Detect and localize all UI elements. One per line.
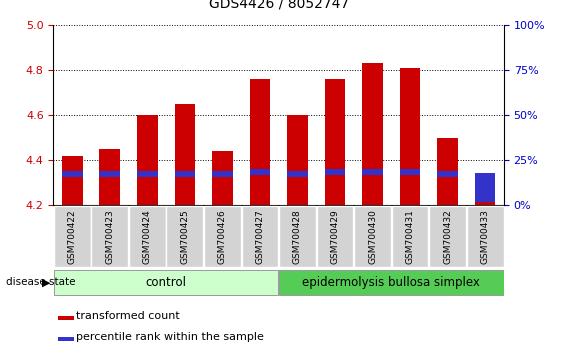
Text: GSM700424: GSM700424 <box>143 209 152 264</box>
Bar <box>325 79 345 205</box>
Bar <box>475 178 495 205</box>
FancyBboxPatch shape <box>204 206 241 267</box>
Text: GSM700433: GSM700433 <box>481 209 490 264</box>
Text: GSM700432: GSM700432 <box>443 209 452 264</box>
FancyBboxPatch shape <box>279 270 504 295</box>
FancyBboxPatch shape <box>54 206 91 267</box>
FancyBboxPatch shape <box>392 206 428 267</box>
FancyBboxPatch shape <box>167 206 203 267</box>
Bar <box>287 171 308 177</box>
Text: GSM700422: GSM700422 <box>68 209 77 264</box>
FancyBboxPatch shape <box>429 206 466 267</box>
Text: transformed count: transformed count <box>76 310 180 321</box>
Bar <box>62 156 83 205</box>
FancyBboxPatch shape <box>354 206 391 267</box>
Bar <box>62 171 83 177</box>
Bar <box>437 171 458 177</box>
Text: GSM700427: GSM700427 <box>256 209 265 264</box>
Bar <box>325 169 345 175</box>
Text: control: control <box>146 276 186 289</box>
Bar <box>400 169 421 175</box>
Text: GSM700426: GSM700426 <box>218 209 227 264</box>
FancyBboxPatch shape <box>53 270 279 295</box>
Text: GSM700428: GSM700428 <box>293 209 302 264</box>
Text: GDS4426 / 8052747: GDS4426 / 8052747 <box>209 0 348 11</box>
Text: disease state: disease state <box>6 277 75 287</box>
Bar <box>362 63 383 205</box>
Text: ▶: ▶ <box>42 277 51 287</box>
Bar <box>212 171 233 177</box>
Bar <box>100 149 120 205</box>
Bar <box>437 138 458 205</box>
Text: GSM700429: GSM700429 <box>330 209 339 264</box>
Bar <box>249 79 270 205</box>
Bar <box>58 337 74 341</box>
Bar <box>100 171 120 177</box>
FancyBboxPatch shape <box>467 206 503 267</box>
Text: GSM700431: GSM700431 <box>405 209 414 264</box>
Bar <box>400 68 421 205</box>
Bar <box>175 171 195 177</box>
FancyBboxPatch shape <box>242 206 278 267</box>
Bar <box>137 115 158 205</box>
Bar <box>362 169 383 175</box>
Bar <box>212 151 233 205</box>
FancyBboxPatch shape <box>129 206 166 267</box>
FancyBboxPatch shape <box>279 206 316 267</box>
Bar <box>475 173 495 202</box>
Bar <box>137 171 158 177</box>
FancyBboxPatch shape <box>91 206 128 267</box>
Text: epidermolysis bullosa simplex: epidermolysis bullosa simplex <box>302 276 480 289</box>
Text: percentile rank within the sample: percentile rank within the sample <box>76 332 264 342</box>
Text: GSM700425: GSM700425 <box>180 209 189 264</box>
Text: GSM700430: GSM700430 <box>368 209 377 264</box>
Bar <box>287 115 308 205</box>
Bar <box>58 316 74 320</box>
Bar <box>249 169 270 175</box>
Bar <box>175 104 195 205</box>
Text: GSM700423: GSM700423 <box>105 209 114 264</box>
FancyBboxPatch shape <box>316 206 354 267</box>
